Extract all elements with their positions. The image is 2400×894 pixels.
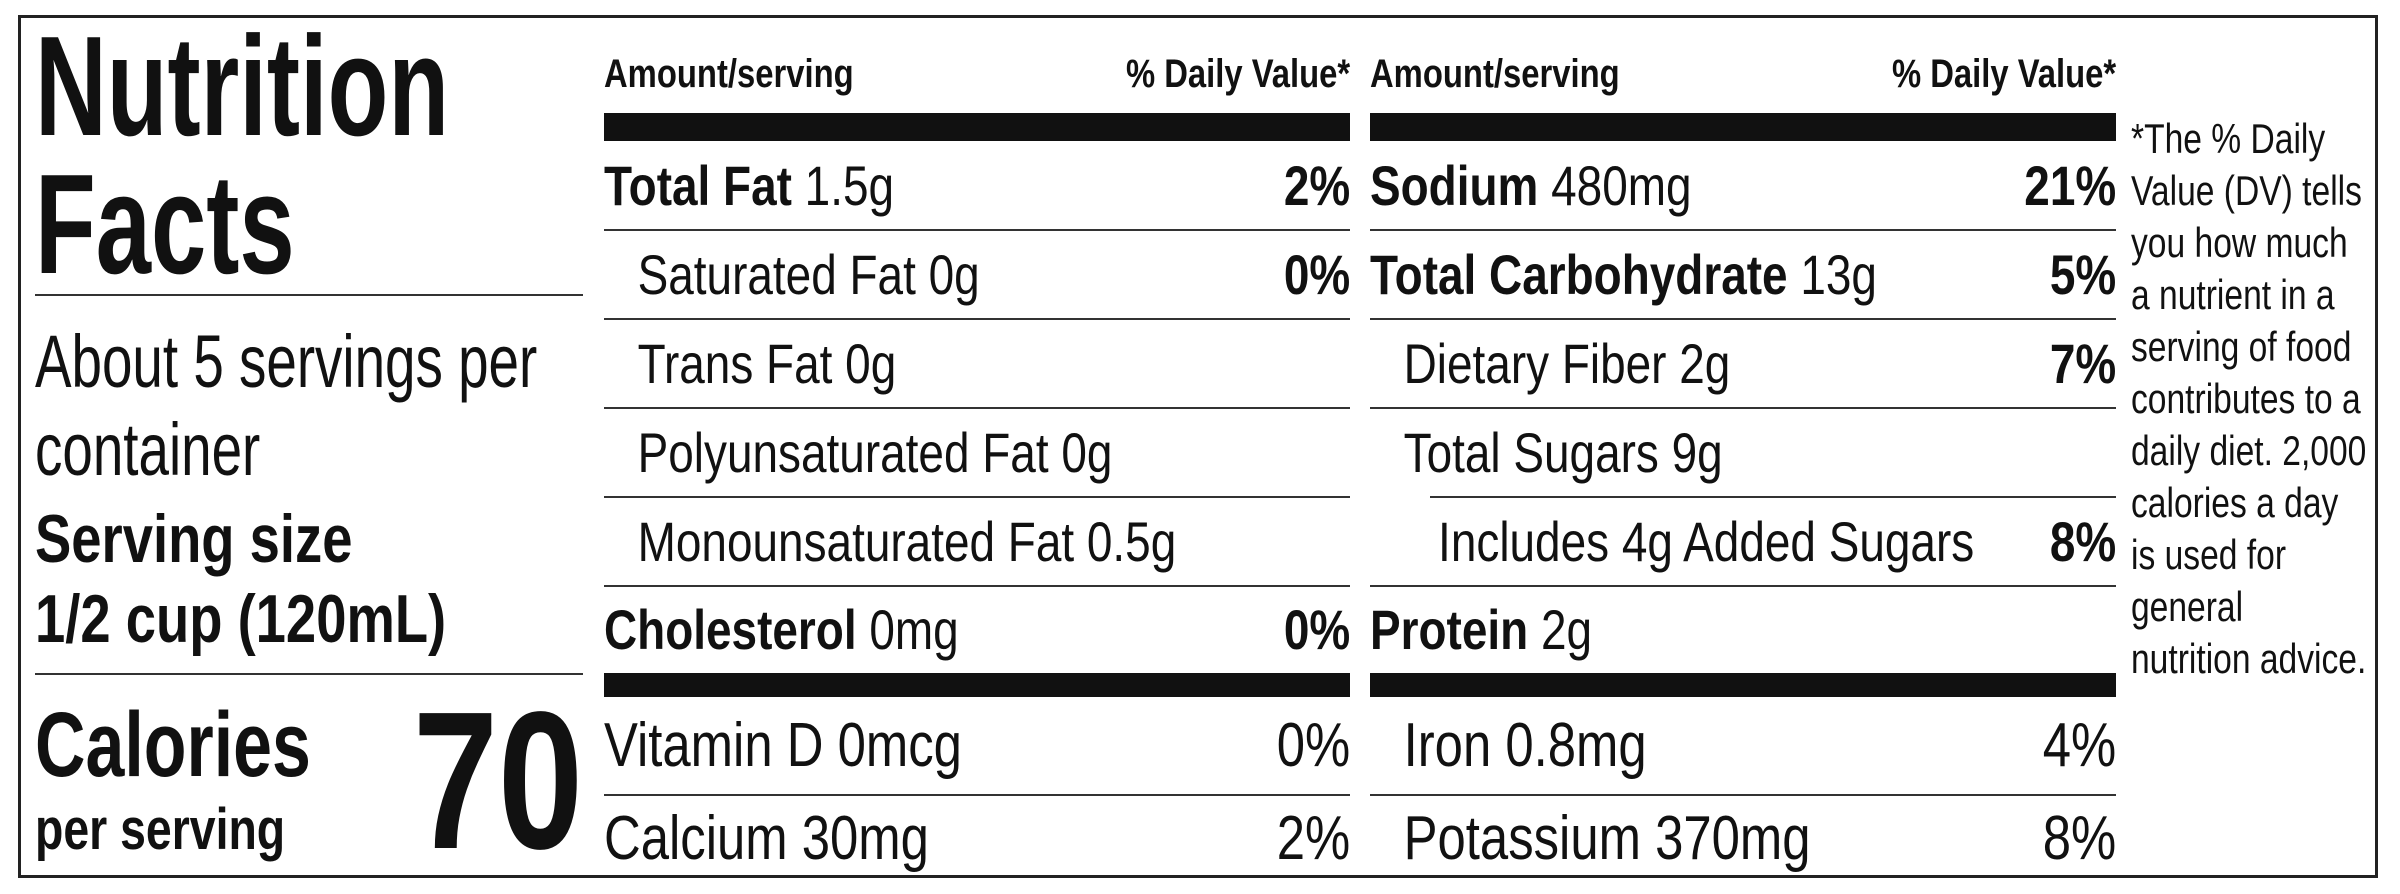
nutrient-row: Trans Fat 0g (604, 319, 1350, 408)
nutrient-row: Protein 2g (1370, 586, 2116, 673)
divider (604, 585, 1350, 587)
thick-bar (1370, 113, 2116, 141)
calories-label: Calories (35, 694, 311, 796)
vitamin-row: Iron 0.8mg 4% (1370, 697, 2117, 794)
nutrient-amount: 2g (1540, 598, 1593, 661)
nutrient-row: Saturated Fat 0g 0% (604, 230, 1351, 319)
nutrient-name: Total Fat (604, 154, 792, 217)
nutrient-name: Trans Fat 0g (637, 332, 897, 395)
nutrient-row: Total Carbohydrate 13g 5% (1370, 230, 2116, 319)
nutrient-dv: 8% (2049, 510, 2117, 573)
title: Nutrition Facts (35, 7, 450, 304)
vitamin-row: Calcium 30mg 2% (604, 795, 1350, 881)
divider (1370, 585, 2116, 587)
nutrition-label: Nutrition Facts About 5 servings per con… (18, 7, 2378, 890)
nutrient-dv: 2% (1283, 154, 1351, 217)
header-dv: % Daily Value* (1891, 52, 2117, 96)
nutrient-name: Protein (1370, 598, 1529, 661)
nutrient-row: Total Sugars 9g (1370, 408, 2116, 497)
divider (35, 673, 583, 675)
divider (1430, 496, 2116, 498)
nutrient-name: Includes 4g Added Sugars (1438, 510, 1975, 573)
nutrient-name: Sodium (1370, 154, 1539, 217)
vitamin-dv: 8% (2042, 803, 2117, 873)
nutrient-dv: 5% (2049, 243, 2117, 306)
vitamin-dv: 4% (2042, 711, 2117, 780)
divider (1370, 229, 2116, 231)
calories-value: 70 (412, 671, 583, 890)
nutrient-dv: 7% (2049, 332, 2117, 395)
nutrient-row: Cholesterol 0mg 0% (604, 586, 1350, 673)
vitamin-name: Vitamin D 0mcg (604, 711, 962, 780)
nutrient-dv: 21% (2024, 154, 2117, 217)
divider (1370, 794, 2116, 796)
divider (604, 794, 1350, 796)
header-amount: Amount/serving (604, 52, 854, 96)
nutrient-row: Dietary Fiber 2g 7% (1370, 319, 2117, 408)
nutrient-amount: 1.5g (804, 154, 895, 217)
serving-size-label: Serving size (35, 501, 353, 577)
divider (1370, 407, 2116, 409)
nutrient-row: Sodium 480mg 21% (1370, 141, 2116, 230)
vitamin-dv: 2% (1276, 803, 1351, 873)
divider (604, 318, 1350, 320)
nutrient-amount: 13g (1800, 243, 1877, 306)
nutrient-dv: 0% (1283, 598, 1351, 661)
nutrient-row: Monounsaturated Fat 0.5g (604, 497, 1350, 586)
nutrient-name: Saturated Fat 0g (637, 243, 980, 306)
thick-bar (604, 673, 1350, 697)
thick-bar (1370, 673, 2116, 697)
nutrient-name: Total Sugars 9g (1403, 421, 1723, 484)
nutrient-name: Dietary Fiber 2g (1403, 332, 1731, 395)
column-header: Amount/serving % Daily Value* (1370, 52, 2116, 97)
nutrient-row: Includes 4g Added Sugars 8% (1370, 497, 2116, 586)
header-amount: Amount/serving (1370, 52, 1620, 96)
nutrient-amount: 0mg (869, 598, 959, 661)
vitamin-row: Potassium 370mg 8% (1370, 795, 2117, 881)
nutrient-amount: 480mg (1551, 154, 1692, 217)
divider (1370, 318, 2116, 320)
vitamin-name: Iron 0.8mg (1403, 711, 1647, 780)
nutrient-dv: 0% (1283, 243, 1351, 306)
servings: About 5 servings per container (35, 320, 538, 491)
calories-sub: per serving (35, 797, 286, 862)
nutrient-row: Total Fat 1.5g 2% (604, 141, 1350, 230)
footnote: *The % Daily Value (DV) tells you how mu… (2131, 115, 2367, 682)
nutrient-name: Monounsaturated Fat 0.5g (637, 510, 1177, 573)
vitamin-row: Vitamin D 0mcg 0% (604, 697, 1350, 794)
header-dv: % Daily Value* (1125, 52, 1351, 96)
vitamin-name: Calcium 30mg (604, 803, 929, 873)
divider (604, 496, 1350, 498)
vitamin-dv: 0% (1276, 711, 1351, 780)
thick-bar (604, 113, 1350, 141)
column-header: Amount/serving % Daily Value* (604, 52, 1350, 97)
nutrient-name: Total Carbohydrate (1370, 243, 1788, 306)
serving-size: 1/2 cup (120mL) (35, 581, 447, 657)
vitamin-name: Potassium 370mg (1403, 803, 1811, 873)
divider (35, 294, 583, 296)
nutrient-name: Cholesterol (604, 598, 857, 661)
divider (604, 407, 1350, 409)
divider (604, 229, 1350, 231)
nutrient-row: Polyunsaturated Fat 0g (604, 408, 1350, 497)
nutrient-name: Polyunsaturated Fat 0g (637, 421, 1113, 484)
